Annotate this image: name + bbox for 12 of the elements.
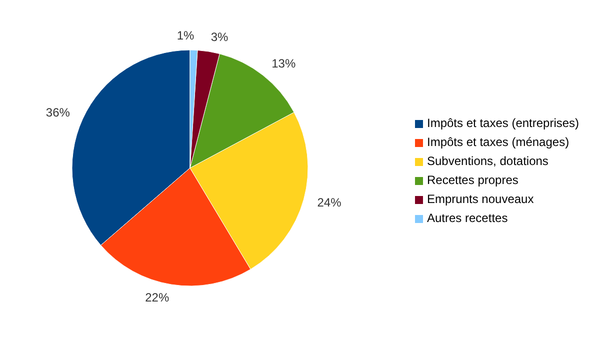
data-label: 13% bbox=[272, 56, 296, 70]
legend-label: Emprunts nouveaux bbox=[427, 192, 534, 206]
data-label: 3% bbox=[210, 30, 229, 44]
legend-label: Autres recettes bbox=[427, 211, 508, 226]
data-label: 24% bbox=[317, 195, 342, 210]
data-label: 22% bbox=[145, 290, 170, 305]
legend-label: Impôts et taxes (ménages) bbox=[427, 135, 570, 150]
data-label: 36% bbox=[46, 105, 70, 120]
legend-label: Recettes propres bbox=[427, 173, 518, 188]
legend-label: Subventions, dotations bbox=[427, 154, 548, 168]
legend-label: Impôts et taxes (entreprises) bbox=[427, 116, 580, 130]
data-label: 1% bbox=[176, 28, 195, 42]
